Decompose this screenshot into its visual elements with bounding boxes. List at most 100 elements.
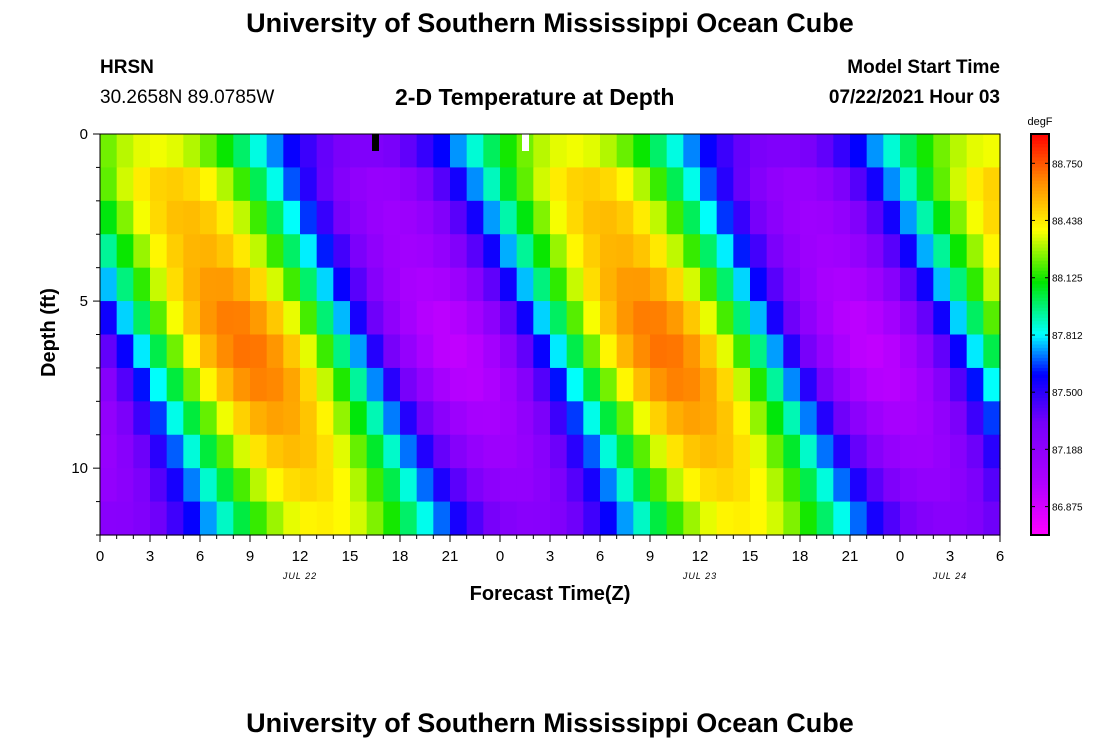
heatmap-cell xyxy=(466,167,484,202)
heatmap-cell xyxy=(700,167,718,202)
heatmap-cell xyxy=(333,267,351,302)
heatmap-cell xyxy=(366,468,384,503)
heatmap-cell xyxy=(766,367,784,402)
heatmap-cell xyxy=(566,468,584,503)
heatmap-cell xyxy=(750,200,768,235)
heatmap-cell xyxy=(816,334,834,369)
colorbar-segment xyxy=(1031,404,1049,409)
heatmap-cell xyxy=(283,468,301,503)
heatmap-cell xyxy=(583,401,601,436)
heatmap-cell xyxy=(783,434,801,469)
heatmap-cell xyxy=(116,134,134,169)
colorbar-segment xyxy=(1031,434,1049,439)
heatmap-cell xyxy=(900,367,918,402)
heatmap-cell xyxy=(600,468,618,503)
heatmap-cell xyxy=(400,301,418,336)
heatmap-cell xyxy=(166,367,184,402)
heatmap-cell xyxy=(683,234,701,269)
heatmap-cell xyxy=(833,501,851,536)
heatmap-cell xyxy=(166,468,184,503)
date-label: JUL 23 xyxy=(682,571,717,581)
heatmap-cell xyxy=(266,134,284,169)
heatmap-cell xyxy=(133,267,151,302)
heatmap-cell xyxy=(583,134,601,169)
heatmap-cell xyxy=(316,234,334,269)
colorbar-segment xyxy=(1031,381,1049,386)
heatmap-cell xyxy=(516,334,534,369)
heatmap-cell xyxy=(383,468,401,503)
heatmap-cell xyxy=(966,267,984,302)
heatmap-cell xyxy=(333,468,351,503)
heatmap-cell xyxy=(183,367,201,402)
colorbar-segment xyxy=(1031,287,1049,292)
heatmap-cell xyxy=(350,434,368,469)
heatmap-cell xyxy=(816,501,834,536)
heatmap-cell xyxy=(850,367,868,402)
heatmap-cell xyxy=(516,200,534,235)
heatmap-cell xyxy=(833,200,851,235)
heatmap-cell xyxy=(733,434,751,469)
heatmap-cell xyxy=(583,501,601,536)
heatmap-cell xyxy=(400,434,418,469)
colorbar-segment xyxy=(1031,247,1049,252)
heatmap-cell xyxy=(850,200,868,235)
colorbar-segment xyxy=(1031,207,1049,212)
colorbar-segment xyxy=(1031,481,1049,486)
heatmap-cell xyxy=(933,134,951,169)
heatmap-cell xyxy=(166,334,184,369)
heatmap-cell xyxy=(600,234,618,269)
station-name: HRSN xyxy=(100,57,154,78)
heatmap-cell xyxy=(916,367,934,402)
station-coordinates: 30.2658N 89.0785W xyxy=(100,87,275,108)
heatmap-cell xyxy=(100,468,118,503)
heatmap-cell xyxy=(416,334,434,369)
heatmap-cell xyxy=(450,301,468,336)
heatmap-cell xyxy=(116,200,134,235)
heatmap-cell xyxy=(200,468,218,503)
heatmap-cell xyxy=(266,468,284,503)
colorbar-segment xyxy=(1031,284,1049,289)
heatmap-cell xyxy=(983,334,1001,369)
heatmap-cell xyxy=(816,434,834,469)
colorbar-segment xyxy=(1031,200,1049,205)
heatmap-cell xyxy=(966,367,984,402)
heatmap-cell xyxy=(150,434,168,469)
heatmap-cell xyxy=(150,334,168,369)
x-tick-label: 12 xyxy=(292,548,309,565)
colorbar-segment xyxy=(1031,250,1049,255)
colorbar-segment xyxy=(1031,164,1049,169)
colorbar-segment xyxy=(1031,184,1049,189)
heatmap-cell xyxy=(783,134,801,169)
heatmap-cell xyxy=(700,200,718,235)
heatmap-cell xyxy=(183,468,201,503)
heatmap-cell xyxy=(333,501,351,536)
colorbar-segment xyxy=(1031,504,1049,509)
heatmap-cell xyxy=(550,267,568,302)
heatmap-cell xyxy=(650,367,668,402)
heatmap-cell xyxy=(800,267,818,302)
heatmap-cell xyxy=(666,468,684,503)
heatmap-cell xyxy=(650,134,668,169)
heatmap-cell xyxy=(233,468,251,503)
colorbar-segment xyxy=(1031,311,1049,316)
colorbar-segment xyxy=(1031,331,1049,336)
colorbar-segment xyxy=(1031,277,1049,282)
heatmap-cell xyxy=(550,301,568,336)
heatmap-cell xyxy=(216,434,234,469)
colorbar-segment xyxy=(1031,514,1049,519)
heatmap-cell xyxy=(233,301,251,336)
colorbar-segment xyxy=(1031,357,1049,362)
heatmap-cell xyxy=(866,200,884,235)
heatmap-cell xyxy=(616,501,634,536)
heatmap-cell xyxy=(916,334,934,369)
heatmap-cell xyxy=(883,234,901,269)
heatmap-cell xyxy=(450,468,468,503)
colorbar-segment xyxy=(1031,351,1049,356)
heatmap-cell xyxy=(116,267,134,302)
heatmap-cell xyxy=(533,267,551,302)
heatmap-cell xyxy=(333,301,351,336)
heatmap-cell xyxy=(650,267,668,302)
colorbar-segment xyxy=(1031,210,1049,215)
heatmap-cell xyxy=(450,234,468,269)
heatmap-cell xyxy=(783,401,801,436)
